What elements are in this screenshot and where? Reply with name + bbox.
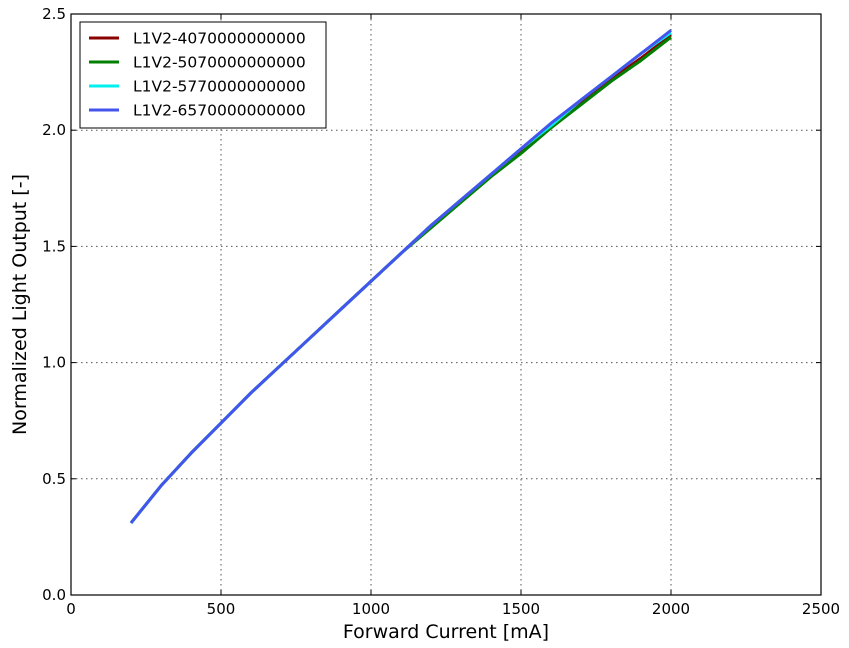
series-group <box>129 29 672 524</box>
y-axis-label: Normalized Light Output [-] <box>9 174 31 435</box>
x-tick-label: 500 <box>207 600 236 618</box>
y-tick-label: 2.0 <box>42 121 66 139</box>
x-tick-label: 1500 <box>502 600 540 618</box>
legend-entry-label: L1V2-5070000000000 <box>133 54 306 72</box>
plot-frame <box>70 13 822 596</box>
x-tick-label: 2000 <box>652 600 690 618</box>
x-tick-label: 0 <box>66 600 76 618</box>
y-tick-label: 0.5 <box>42 470 66 488</box>
y-tick-label: 1.5 <box>42 237 66 255</box>
x-axis-label: Forward Current [mA] <box>343 621 549 643</box>
grid <box>71 14 821 595</box>
x-tick-label: 1000 <box>352 600 390 618</box>
series-line-4 <box>129 29 672 524</box>
legend: L1V2-4070000000000 L1V2-5070000000000 L1V2… <box>79 21 327 129</box>
legend-entry-label: L1V2-6570000000000 <box>133 102 306 120</box>
legend-entry-label: L1V2-4070000000000 <box>133 30 306 48</box>
legend-box <box>79 21 327 129</box>
ticks <box>70 13 822 596</box>
y-tick-label: 1.0 <box>42 354 66 372</box>
legend-entry-label: L1V2-5770000000000 <box>133 78 306 96</box>
x-tick-label: 2500 <box>802 600 840 618</box>
tick-labels: 0 500 1000 1500 2000 2500 0.0 0.5 1.0 1.5 2.0 2.5 <box>42 5 840 618</box>
y-tick-label: 0.0 <box>42 586 66 604</box>
y-tick-label: 2.5 <box>42 5 66 23</box>
